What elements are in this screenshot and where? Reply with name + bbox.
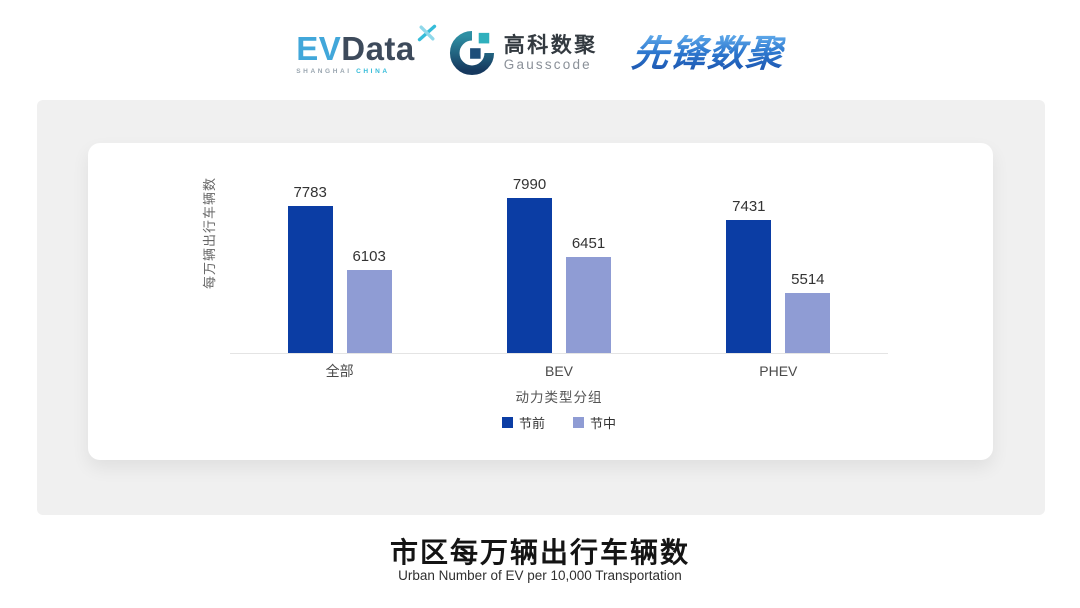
legend-item-节前: 节前 [501,413,545,432]
bar-节前-PHEV [726,220,772,353]
gausscode-wordmark: 高科数聚 Gausscode [504,34,598,73]
evdata-wordmark: EVData [296,24,436,67]
xianfeng-shuju-logo: 先锋数聚 [629,32,786,74]
chart-card: 每万辆出行车辆数 动力类型分组 节前 节中 7783 6103 全部 7990 6451 B… [88,143,993,460]
gausscode-g-icon [449,30,494,76]
gray-panel: 每万辆出行车辆数 动力类型分组 节前 节中 7783 6103 全部 7990 6451 B… [37,100,1045,515]
bar-节前-全部 [287,206,333,353]
y-axis-title: 每万辆出行车辆数 [202,177,217,290]
evdata-subtext: SHANGHAI CHINA [296,68,389,75]
evdata-x-icon [417,24,436,41]
chart-title: 市区每万辆出行车辆数 [389,537,690,568]
evdata-data-text: Data [341,29,415,67]
x-tick-label: BEV [544,363,573,379]
header-logos: EVData SHANGHAI CHINA [0,22,1080,84]
x-axis-title: 动力类型分组 [515,390,603,405]
gausscode-logo: 高科数聚 Gausscode [449,30,598,76]
x-tick-label: PHEV [759,363,798,379]
gausscode-en-text: Gausscode [503,56,592,72]
bar-value-label: 6451 [571,235,606,252]
bar-节中-全部 [346,270,392,353]
legend-swatch [573,416,584,428]
bar-节中-BEV [566,257,611,353]
legend-swatch [501,416,513,428]
bar-value-label: 7990 [512,176,547,193]
evdata-logo: EVData SHANGHAI CHINA [296,24,436,75]
chart-legend: 节前 节中 [230,413,888,432]
gausscode-cn-text: 高科数聚 [503,33,598,57]
legend-label: 节中 [590,415,617,431]
chart-subtitle: Urban Number of EV per 10,000 Transporta… [398,568,682,583]
legend-label: 节前 [518,415,545,431]
bar-value-label: 7431 [732,198,766,215]
bar-value-label: 5514 [791,271,825,288]
legend-item-节中: 节中 [573,413,616,432]
bar-节中-PHEV [785,293,831,353]
x-tick-label: 全部 [325,363,354,379]
evdata-china-text: CHINA [356,67,390,75]
bar-value-label: 7783 [293,184,327,201]
evdata-ev-text: EV [296,29,342,67]
x-axis-line [230,353,888,354]
bar-value-label: 6103 [352,248,386,265]
bar-节前-BEV [507,198,552,353]
evdata-shanghai-text: SHANGHAI [296,67,352,75]
bar-chart: 每万辆出行车辆数 动力类型分组 节前 节中 7783 6103 全部 7990 6451 B… [88,143,993,460]
